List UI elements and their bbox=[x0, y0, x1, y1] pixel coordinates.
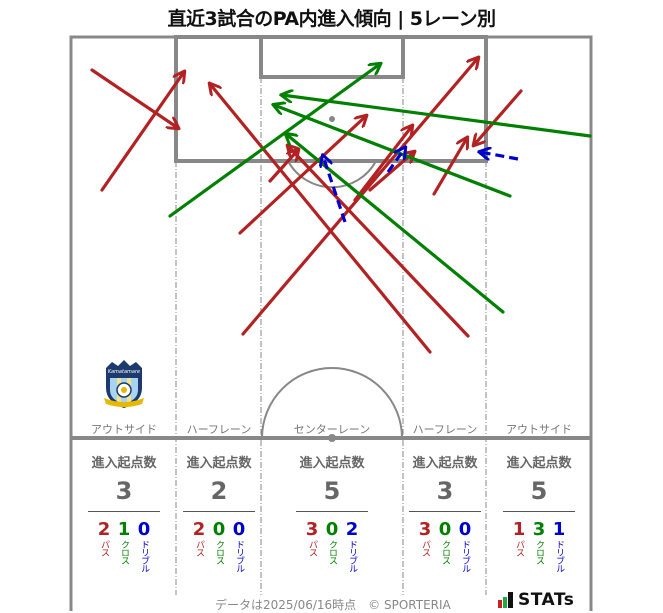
dribble-arrows bbox=[323, 148, 519, 223]
dribble-label: ドリブル bbox=[347, 540, 357, 572]
pass-count: 3 bbox=[418, 519, 432, 540]
lane-label-right-outside: アウトサイド bbox=[506, 423, 572, 436]
dribble-label: ドリブル bbox=[460, 540, 470, 572]
stat-heading: 進入起点数 bbox=[299, 456, 365, 471]
pass-arrows bbox=[90, 58, 523, 354]
divider bbox=[88, 511, 160, 512]
stat-total: 5 bbox=[530, 477, 548, 505]
pass-label: パス bbox=[99, 540, 109, 556]
stat-total: 5 bbox=[323, 477, 341, 505]
cross-label: クロス bbox=[327, 540, 337, 564]
lane-label-center: センターレーン bbox=[293, 423, 371, 436]
cross-count: 1 bbox=[117, 519, 131, 540]
stat-heading: 進入起点数 bbox=[506, 456, 572, 471]
stat-total: 3 bbox=[115, 477, 133, 505]
stat-heading: 進入起点数 bbox=[186, 456, 252, 471]
pass-label: パス bbox=[194, 540, 204, 556]
stat-block-center: 進入起点数 5 3 パス 0 クロス 2 ドリブル bbox=[262, 452, 402, 572]
dribble-count: 1 bbox=[552, 519, 566, 540]
pass-count: 2 bbox=[192, 519, 206, 540]
dribble-count: 0 bbox=[232, 519, 246, 540]
stat-total: 2 bbox=[210, 477, 228, 505]
dribble-count: 0 bbox=[137, 519, 151, 540]
brand-name: STATs bbox=[518, 590, 575, 610]
pass-label: パス bbox=[420, 540, 430, 556]
divider bbox=[296, 511, 368, 512]
cross-label: クロス bbox=[214, 540, 224, 564]
divider bbox=[183, 511, 255, 512]
dribble-count: 2 bbox=[345, 519, 359, 540]
stat-block-right-half: 進入起点数 3 3 パス 0 クロス 0 ドリブル bbox=[404, 452, 486, 572]
cross-count: 0 bbox=[325, 519, 339, 540]
pass-label: パス bbox=[307, 540, 317, 556]
pass-count: 1 bbox=[512, 519, 526, 540]
pass-count: 3 bbox=[305, 519, 319, 540]
svg-text:Kamatamare: Kamatamare bbox=[108, 369, 140, 375]
chart-title: 直近3試合のPA内進入傾向 | 5レーン別 bbox=[167, 8, 496, 30]
stat-breakdown: 2 パス 1 クロス 0 ドリブル bbox=[76, 519, 172, 573]
lane-label-left-outside: アウトサイド bbox=[91, 423, 157, 436]
bar-chart-icon bbox=[498, 592, 513, 608]
cross-count: 3 bbox=[532, 519, 546, 540]
stat-breakdown: 3 パス 0 クロス 0 ドリブル bbox=[404, 519, 486, 573]
cross-count: 0 bbox=[438, 519, 452, 540]
stat-block-left-outside: 進入起点数 3 2 パス 1 クロス 0 ドリブル bbox=[76, 452, 172, 572]
stat-breakdown: 3 パス 0 クロス 2 ドリブル bbox=[262, 519, 402, 573]
stat-heading: 進入起点数 bbox=[412, 456, 478, 471]
stat-breakdown: 1 パス 3 クロス 1 ドリブル bbox=[487, 519, 591, 573]
stat-total: 3 bbox=[436, 477, 454, 505]
pitch-lines bbox=[69, 35, 593, 611]
cross-label: クロス bbox=[534, 540, 544, 564]
divider bbox=[409, 511, 481, 512]
pass-count: 2 bbox=[97, 519, 111, 540]
dribble-label: ドリブル bbox=[554, 540, 564, 572]
cross-label: クロス bbox=[119, 540, 129, 564]
dribble-count: 0 bbox=[458, 519, 472, 540]
lane-label-left-half: ハーフレーン bbox=[186, 423, 252, 436]
team-crest-icon: Kamatamare bbox=[104, 360, 144, 408]
stat-breakdown: 2 パス 0 クロス 0 ドリブル bbox=[177, 519, 261, 573]
pass-label: パス bbox=[514, 540, 524, 556]
stat-heading: 進入起点数 bbox=[91, 456, 157, 471]
cross-label: クロス bbox=[440, 540, 450, 564]
stats-brand-logo: STATs bbox=[498, 590, 574, 610]
cross-arrows bbox=[168, 64, 592, 314]
dribble-label: ドリブル bbox=[139, 540, 149, 572]
cross-count: 0 bbox=[212, 519, 226, 540]
data-timestamp-note: データは2025/06/16時点 © SPORTERIA bbox=[215, 598, 451, 612]
dribble-label: ドリブル bbox=[234, 540, 244, 572]
divider bbox=[503, 511, 575, 512]
stat-block-left-half: 進入起点数 2 2 パス 0 クロス 0 ドリブル bbox=[177, 452, 261, 572]
stat-block-right-outside: 進入起点数 5 1 パス 3 クロス 1 ドリブル bbox=[487, 452, 591, 572]
lane-label-right-half: ハーフレーン bbox=[412, 423, 478, 436]
